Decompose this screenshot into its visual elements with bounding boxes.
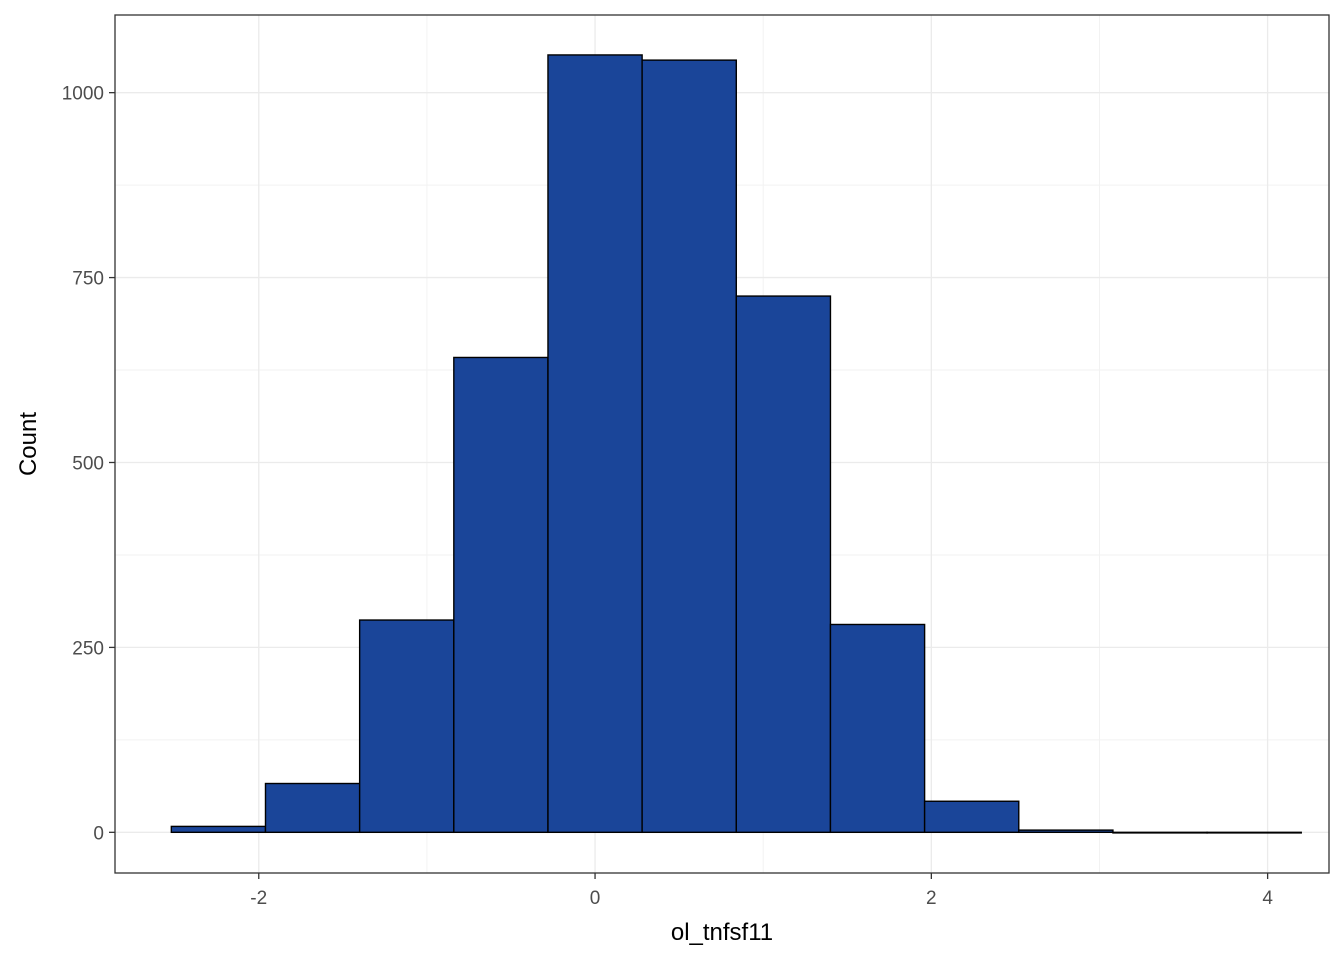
x-tick-label: -2 — [250, 888, 267, 909]
histogram-bar — [547, 54, 643, 834]
y-tick-label: 1000 — [62, 84, 104, 105]
histogram-bar — [358, 619, 455, 834]
histogram-bar — [170, 825, 267, 834]
panel-border — [114, 14, 1330, 874]
histogram-bar — [1112, 831, 1208, 834]
y-axis-title: Count — [15, 412, 42, 476]
histogram-bar — [641, 59, 737, 834]
y-axis-ticks: 0 250 500 750 1000 — [62, 84, 115, 844]
x-tick-label: 2 — [926, 888, 937, 909]
histogram-bar — [923, 800, 1020, 834]
histogram-bar — [1206, 831, 1302, 834]
y-tick-label: 750 — [72, 269, 104, 290]
x-axis-ticks: -2 0 2 4 — [250, 873, 1273, 909]
x-tick-label: 4 — [1262, 888, 1273, 909]
histogram-bar — [1018, 829, 1114, 834]
histogram-bar — [264, 782, 361, 834]
x-tick-label: 0 — [590, 888, 601, 909]
histogram-bar — [453, 356, 549, 834]
histogram-bar — [829, 623, 926, 834]
y-tick-label: 500 — [72, 453, 104, 474]
y-tick-label: 250 — [72, 638, 104, 659]
x-axis-title: ol_tnfsf11 — [671, 919, 773, 946]
bars — [170, 54, 1302, 834]
y-tick-label: 0 — [93, 823, 104, 844]
histogram-bar — [735, 295, 832, 834]
